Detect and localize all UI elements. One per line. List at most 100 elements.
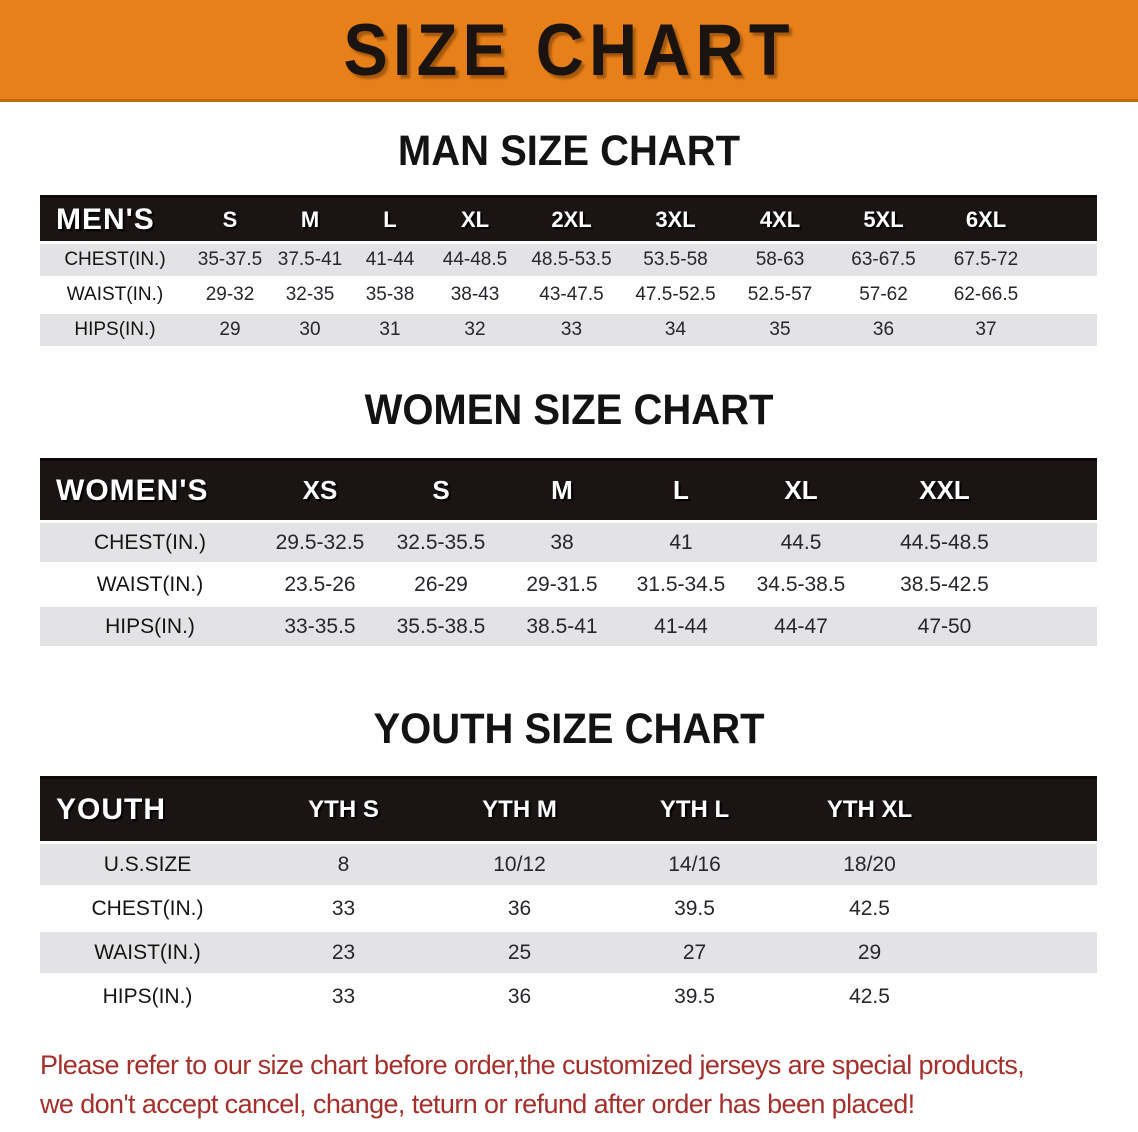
measurement-value: 36 — [832, 311, 935, 349]
measurement-value: 38 — [502, 520, 622, 565]
measurement-value: 29-31.5 — [502, 562, 622, 607]
measurement-row: HIPS(IN.) 33-35.5 35.5-38.5 38.5-41 41-44 44-… — [40, 604, 1097, 649]
measurement-value: 57-62 — [832, 276, 935, 314]
measurement-value: 31.5-34.5 — [622, 562, 740, 607]
size-column-header: M — [502, 458, 622, 523]
measurement-row: HIPS(IN.) 33 36 39.5 42.5 — [40, 973, 1097, 1020]
measurement-row: U.S.SIZE 8 10/12 14/16 18/20 — [40, 841, 1097, 888]
measurement-value: 27 — [607, 929, 782, 976]
size-column-header: 4XL — [728, 195, 832, 244]
size-column-header: 6XL — [935, 195, 1037, 244]
measurement-row-label: WAIST(IN.) — [40, 276, 190, 314]
measurement-row-label: U.S.SIZE — [40, 841, 255, 888]
measurement-value: 41 — [622, 520, 740, 565]
size-column-header: YTH S — [255, 776, 432, 844]
measurement-row: WAIST(IN.) 29-32 32-35 35-38 38-43 43-47.5 47.… — [40, 276, 1097, 314]
measurement-value: 44.5 — [740, 520, 862, 565]
measurement-value: 29.5-32.5 — [260, 520, 380, 565]
size-column-header: XS — [260, 458, 380, 523]
measurement-row: CHEST(IN.) 29.5-32.5 32.5-35.5 38 41 44.5 44.5… — [40, 520, 1097, 565]
measurement-value: 41-44 — [350, 241, 430, 279]
measurement-value: 52.5-57 — [728, 276, 832, 314]
measurement-value: 33 — [520, 311, 623, 349]
measurement-value: 42.5 — [782, 973, 957, 1020]
size-column-header: S — [190, 195, 270, 244]
spacer-cell — [1037, 195, 1097, 244]
spacer-cell — [1037, 241, 1097, 279]
size-column-header: YTH M — [432, 776, 607, 844]
measurement-value: 44-48.5 — [430, 241, 520, 279]
measurement-row: WAIST(IN.) 23.5-26 26-29 29-31.5 31.5-34.5 34… — [40, 562, 1097, 607]
measurement-value: 34.5-38.5 — [740, 562, 862, 607]
measurement-value: 37 — [935, 311, 1037, 349]
section-youth-sizes: YOUTH SIZE CHART YOUTH YTH S YTH M YTH L YTH… — [0, 704, 1138, 1020]
measurement-value: 43-47.5 — [520, 276, 623, 314]
measurement-value: 32-35 — [270, 276, 350, 314]
size-column-header: XL — [430, 195, 520, 244]
measurement-value: 53.5-58 — [623, 241, 728, 279]
measurement-row: WAIST(IN.) 23 25 27 29 — [40, 929, 1097, 976]
measurement-value: 23 — [255, 929, 432, 976]
size-column-header: 2XL — [520, 195, 623, 244]
spacer-cell — [1037, 311, 1097, 349]
table-corner-label: MEN'S — [40, 195, 190, 244]
measurement-value: 36 — [432, 973, 607, 1020]
measurement-value: 62-66.5 — [935, 276, 1037, 314]
measurement-value: 23.5-26 — [260, 562, 380, 607]
measurement-value: 33 — [255, 885, 432, 932]
measurement-value: 44-47 — [740, 604, 862, 649]
spacer-cell — [1027, 562, 1097, 607]
size-column-header: 3XL — [623, 195, 728, 244]
spacer-cell — [1027, 604, 1097, 649]
section-women-sizes: WOMEN SIZE CHART WOMEN'S XS S M L XL XXL CHEST(… — [0, 385, 1138, 649]
size-column-header: XXL — [862, 458, 1027, 523]
spacer-cell — [957, 973, 1097, 1020]
measurement-value: 33 — [255, 973, 432, 1020]
measurement-value: 63-67.5 — [832, 241, 935, 279]
measurement-value: 25 — [432, 929, 607, 976]
measurement-value: 35-37.5 — [190, 241, 270, 279]
measurement-row-label: WAIST(IN.) — [40, 929, 255, 976]
measurement-row: CHEST(IN.) 33 36 39.5 42.5 — [40, 885, 1097, 932]
measurement-value: 35-38 — [350, 276, 430, 314]
measurement-value: 36 — [432, 885, 607, 932]
men-section-heading: MAN SIZE CHART — [397, 127, 741, 175]
measurement-value: 35.5-38.5 — [380, 604, 502, 649]
measurement-value: 38.5-41 — [502, 604, 622, 649]
measurement-value: 38.5-42.5 — [862, 562, 1027, 607]
measurement-row-label: HIPS(IN.) — [40, 311, 190, 349]
men-size-table: MEN'S S M L XL 2XL 3XL 4XL 5XL 6XL CHEST(IN.) 35-37… — [40, 195, 1097, 349]
size-column-header: L — [622, 458, 740, 523]
youth-size-table: YOUTH YTH S YTH M YTH L YTH XL U.S.SIZE 8 10/12… — [40, 776, 1097, 1020]
women-size-table: WOMEN'S XS S M L XL XXL CHEST(IN.) 29.5-32.5 32.5… — [40, 458, 1097, 649]
measurement-value: 31 — [350, 311, 430, 349]
size-column-header: YTH XL — [782, 776, 957, 844]
disclaimer: Please refer to our size chart before or… — [40, 1046, 1118, 1124]
measurement-value: 47.5-52.5 — [623, 276, 728, 314]
measurement-value: 35 — [728, 311, 832, 349]
banner-title: SIZE CHART — [343, 8, 795, 91]
size-column-header: YTH L — [607, 776, 782, 844]
measurement-value: 37.5-41 — [270, 241, 350, 279]
measurement-value: 42.5 — [782, 885, 957, 932]
measurement-value: 30 — [270, 311, 350, 349]
spacer-cell — [957, 841, 1097, 888]
measurement-row-label: CHEST(IN.) — [40, 520, 260, 565]
spacer-cell — [957, 776, 1097, 844]
measurement-value: 33-35.5 — [260, 604, 380, 649]
measurement-row-label: WAIST(IN.) — [40, 562, 260, 607]
size-column-header: S — [380, 458, 502, 523]
measurement-value: 29 — [782, 929, 957, 976]
measurement-value: 34 — [623, 311, 728, 349]
measurement-value: 29-32 — [190, 276, 270, 314]
measurement-row-label: HIPS(IN.) — [40, 973, 255, 1020]
measurement-value: 32 — [430, 311, 520, 349]
measurement-value: 67.5-72 — [935, 241, 1037, 279]
disclaimer-line-1: Please refer to our size chart before or… — [40, 1050, 1025, 1080]
table-corner-label: WOMEN'S — [40, 458, 260, 523]
size-column-header: XL — [740, 458, 862, 523]
table-corner-label: YOUTH — [40, 776, 255, 844]
measurement-row: HIPS(IN.) 29 30 31 32 33 34 35 36 37 — [40, 311, 1097, 349]
spacer-cell — [1027, 520, 1097, 565]
